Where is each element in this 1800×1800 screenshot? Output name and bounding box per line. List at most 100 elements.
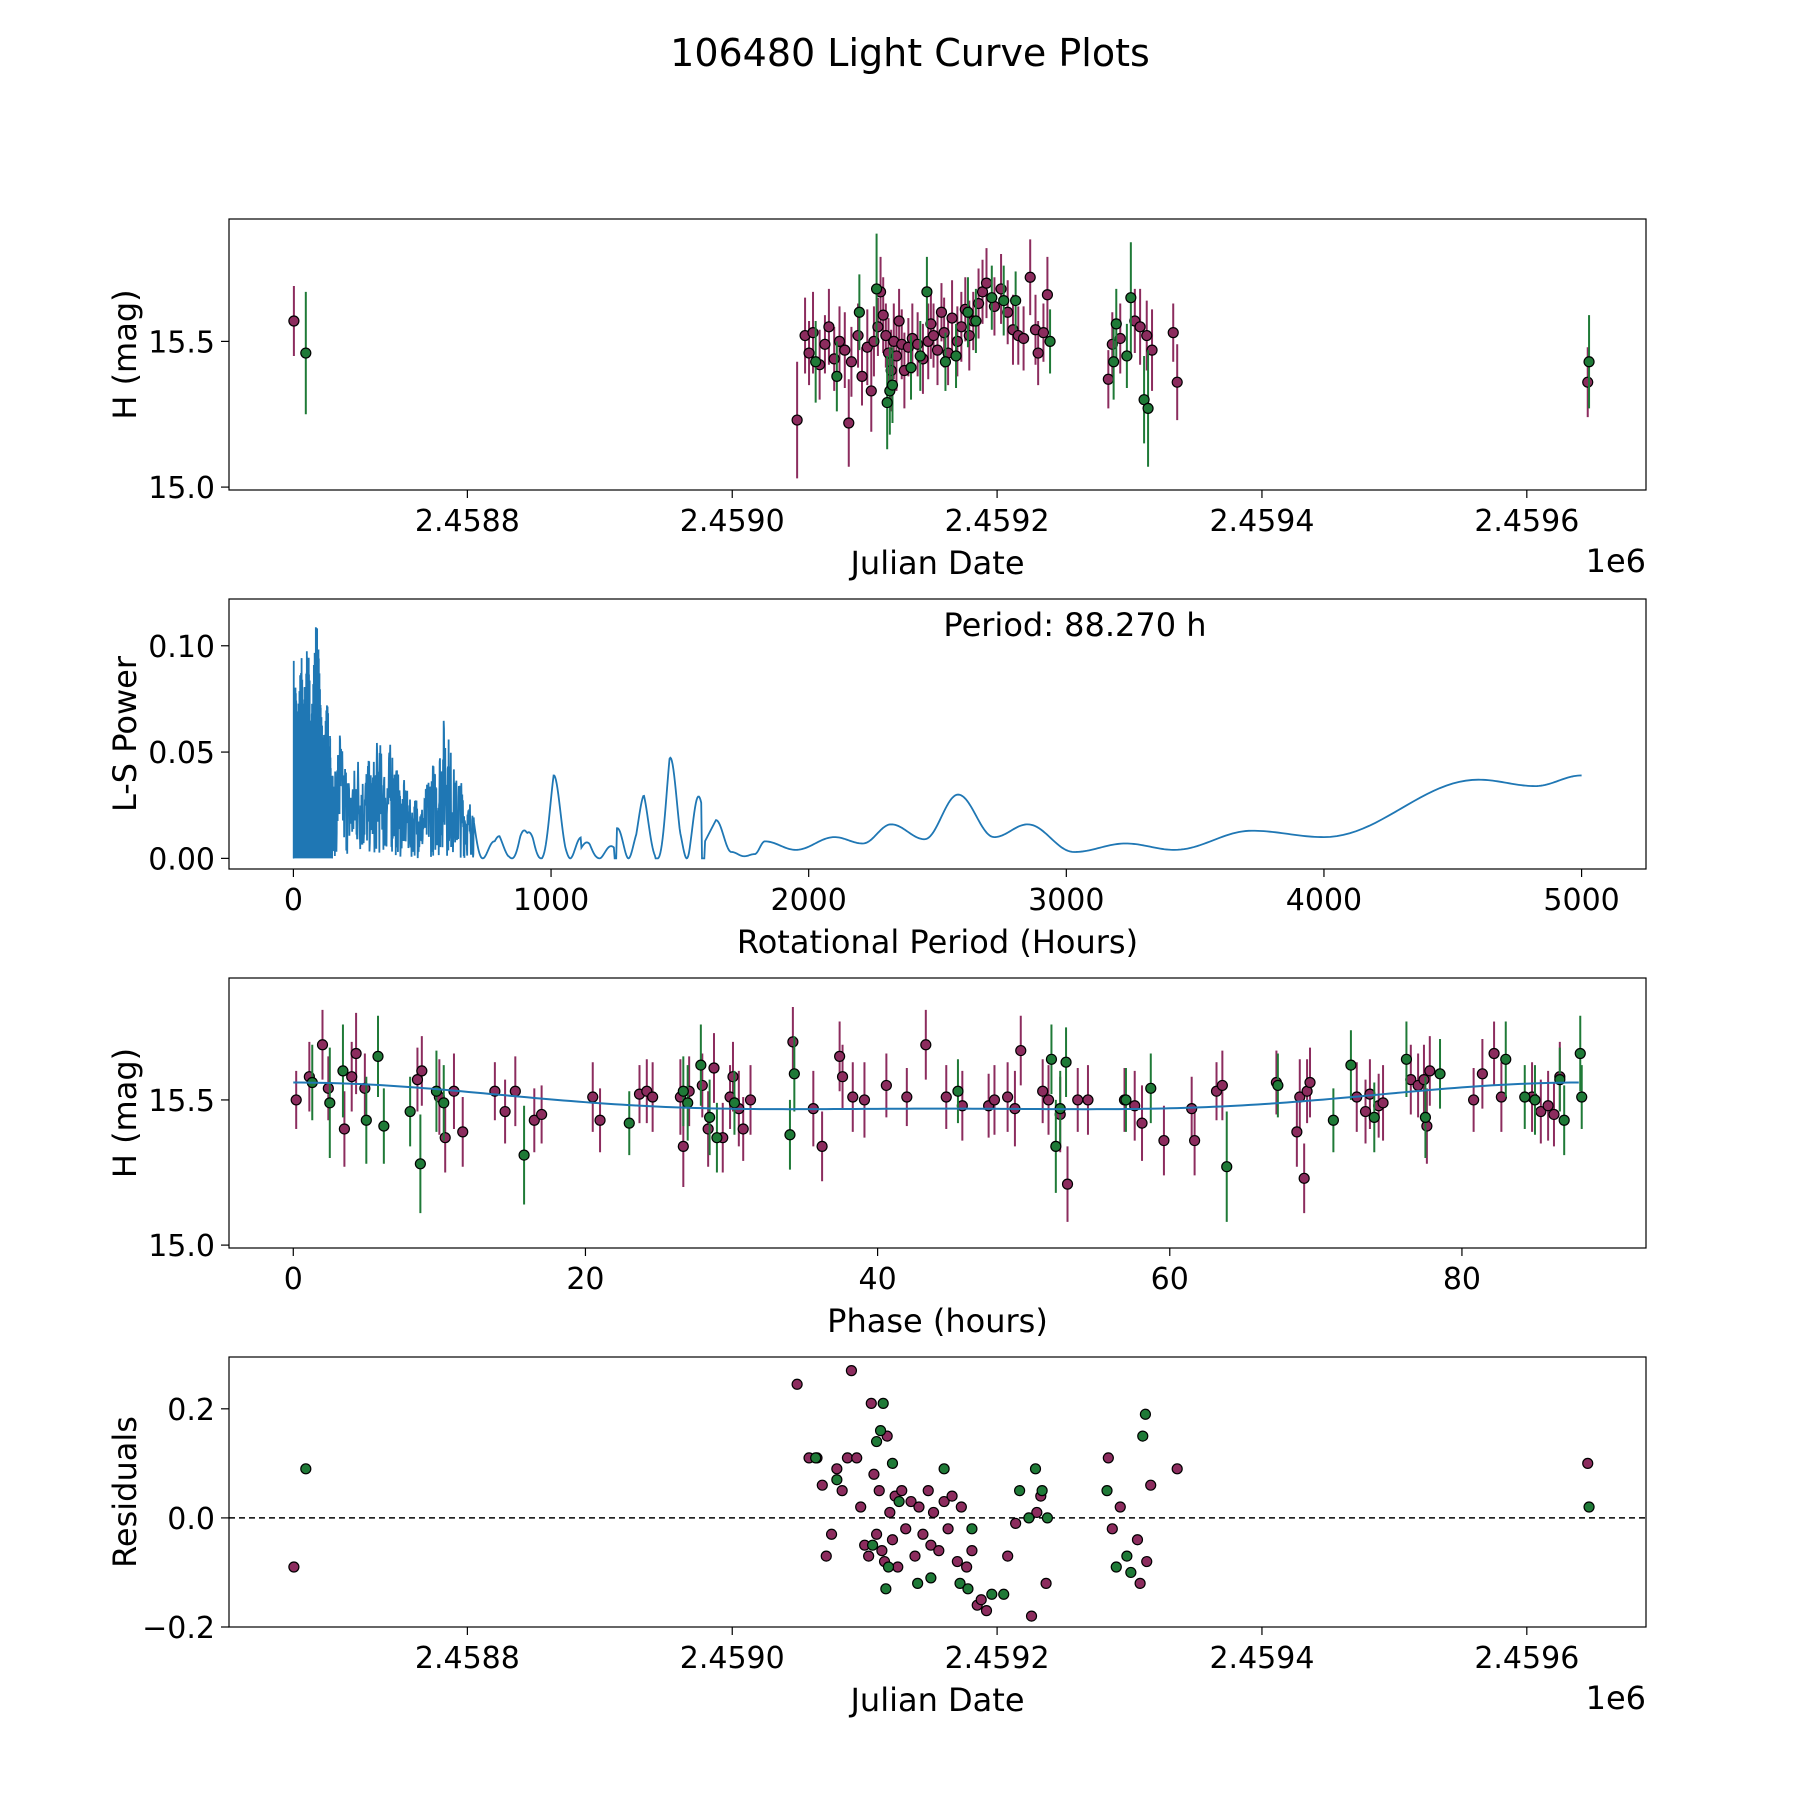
green-data-point xyxy=(430,1085,443,1097)
magenta-data-point xyxy=(951,335,963,347)
green-data-point xyxy=(1036,1485,1048,1497)
magenta-data-point xyxy=(528,1114,540,1126)
magenta-data-point xyxy=(1298,1172,1310,1184)
magenta-data-point xyxy=(1106,338,1118,350)
green-data-point xyxy=(1045,1053,1058,1065)
magenta-data-point xyxy=(880,329,892,342)
green-data-point xyxy=(938,1463,950,1475)
green-data-point xyxy=(704,1111,716,1123)
green-data-point xyxy=(1029,1463,1042,1475)
green-data-point xyxy=(893,1495,905,1508)
magenta-data-point xyxy=(1082,1094,1094,1106)
green-data-point xyxy=(810,356,822,368)
green-data-point xyxy=(1139,1408,1152,1420)
y-tick-label: 0.05 xyxy=(148,736,215,771)
magenta-data-point xyxy=(892,1561,904,1573)
green-data-point xyxy=(921,286,933,298)
green-data-point xyxy=(986,1588,998,1600)
magenta-data-point xyxy=(913,1501,925,1513)
magenta-data-point xyxy=(938,1495,950,1508)
magenta-data-point xyxy=(1037,1085,1049,1097)
green-data-point xyxy=(1558,1114,1570,1126)
magenta-data-point xyxy=(863,1550,875,1562)
x-tick-label: 2.4594 xyxy=(1209,1641,1314,1676)
magenta-data-point xyxy=(961,1561,973,1573)
magenta-data-point xyxy=(1002,1550,1014,1562)
green-data-point xyxy=(925,1572,937,1584)
green-data-point xyxy=(831,1474,843,1486)
x-tick-label: 2.4594 xyxy=(1209,504,1314,539)
green-data-point xyxy=(877,1397,889,1409)
magenta-data-point xyxy=(890,350,903,362)
figure-title: 106480 Light Curve Plots xyxy=(670,31,1150,75)
magenta-data-point xyxy=(868,1468,880,1480)
y-tick-label: 15.5 xyxy=(148,1084,215,1119)
magenta-data-point xyxy=(1102,373,1114,385)
green-data-point xyxy=(360,1114,372,1126)
green-data-point xyxy=(1023,1512,1035,1524)
magenta-data-point xyxy=(288,315,300,327)
magenta-data-point xyxy=(839,344,851,356)
green-data-point xyxy=(1272,1079,1284,1092)
magenta-data-point xyxy=(1002,1091,1014,1103)
magenta-data-point xyxy=(1134,1577,1146,1589)
magenta-data-point xyxy=(1171,1463,1183,1475)
y-tick-label: −0.2 xyxy=(142,1611,215,1646)
magenta-data-point xyxy=(885,364,897,377)
green-data-point xyxy=(1145,1082,1157,1094)
magenta-data-point xyxy=(816,1140,828,1152)
magenta-data-point xyxy=(1041,289,1054,301)
magenta-data-point xyxy=(1002,306,1014,318)
y-axis-label: H (mag) xyxy=(106,289,144,419)
green-data-point xyxy=(404,1105,416,1118)
magenta-data-point xyxy=(1189,1134,1201,1147)
green-data-point xyxy=(1044,335,1056,347)
y-axis-label: H (mag) xyxy=(106,1048,144,1178)
x-axis-label: Rotational Period (Hours) xyxy=(737,923,1138,961)
magenta-data-point xyxy=(457,1126,469,1138)
green-data-point xyxy=(962,1583,974,1595)
magenta-data-point xyxy=(1145,1479,1157,1491)
magenta-data-point xyxy=(1017,332,1030,345)
green-data-point xyxy=(886,379,899,391)
x-tick-label: 0 xyxy=(284,883,303,918)
green-data-point xyxy=(677,1085,689,1097)
magenta-data-point xyxy=(931,344,944,356)
green-data-point xyxy=(1050,1140,1062,1152)
green-data-point xyxy=(711,1132,723,1144)
magenta-data-point xyxy=(951,1555,963,1568)
x-tick-label: 20 xyxy=(566,1262,604,1297)
magenta-data-point xyxy=(346,1071,358,1083)
magenta-data-point xyxy=(905,1495,917,1508)
green-data-point xyxy=(324,1097,336,1109)
magenta-data-point xyxy=(847,1091,859,1103)
magenta-data-point xyxy=(834,1050,846,1062)
magenta-data-point xyxy=(1106,1523,1118,1535)
magenta-data-point xyxy=(708,1062,720,1074)
green-data-point xyxy=(950,350,962,362)
x-offset-label: 1e6 xyxy=(1586,1679,1646,1717)
magenta-data-point xyxy=(1042,1094,1055,1106)
magenta-data-point xyxy=(509,1085,521,1097)
green-data-point xyxy=(1500,1053,1512,1065)
y-tick-label: 0.2 xyxy=(167,1393,215,1428)
x-tick-label: 0 xyxy=(284,1262,303,1297)
axes-frame xyxy=(228,977,1647,1249)
y-tick-label: 15.0 xyxy=(148,1229,215,1264)
magenta-data-point xyxy=(288,1561,300,1573)
magenta-data-point xyxy=(727,1071,739,1083)
green-data-point xyxy=(372,1050,384,1062)
green-data-point xyxy=(623,1117,635,1129)
magenta-data-point xyxy=(858,1094,871,1106)
magenta-data-point xyxy=(1037,327,1050,339)
green-data-point xyxy=(867,1539,879,1551)
green-data-point xyxy=(682,1097,694,1109)
green-data-point xyxy=(962,306,974,318)
magenta-data-point xyxy=(1582,1457,1594,1469)
magenta-data-point xyxy=(865,1397,877,1409)
green-data-point xyxy=(1060,1056,1072,1068)
period-annotation: Period: 88.270 h xyxy=(943,606,1206,644)
magenta-data-point xyxy=(1024,271,1036,283)
magenta-data-point xyxy=(1476,1068,1488,1080)
magenta-data-point xyxy=(1032,347,1044,359)
